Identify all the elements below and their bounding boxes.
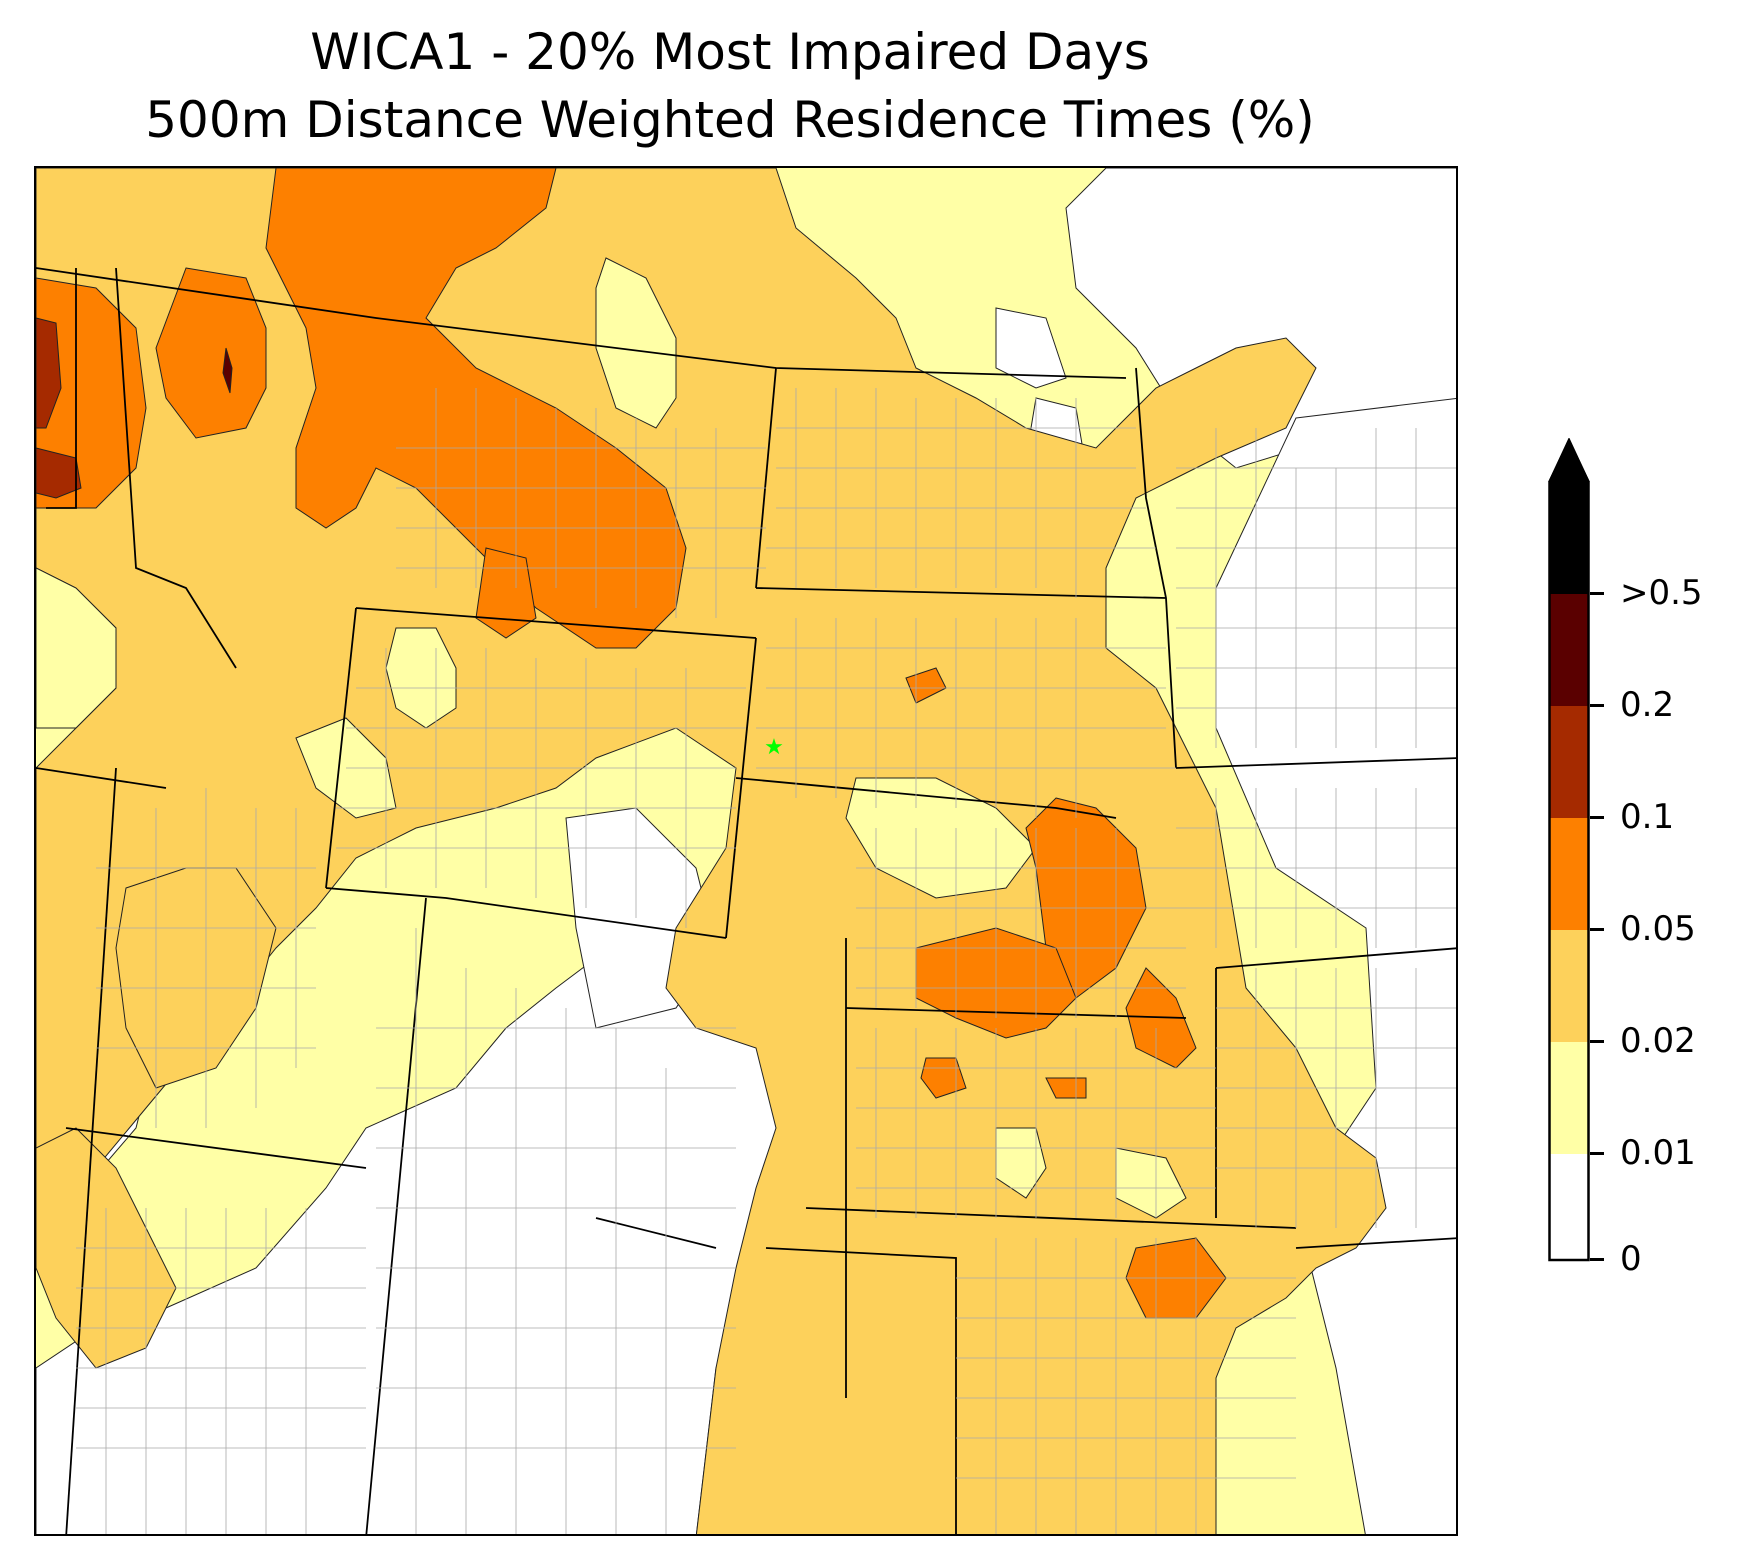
colorbar-label-02: 0.2 — [1620, 685, 1675, 725]
county-grid-lines — [76, 388, 1456, 1534]
border-id-mt — [115, 267, 237, 669]
colorbar-bin-black — [1549, 482, 1589, 594]
colorbar-bin-white — [1549, 1154, 1589, 1260]
border-wy-west — [325, 607, 357, 889]
border-wy-east — [725, 637, 757, 939]
colorbar-tick-001 — [1590, 1152, 1604, 1155]
colorbar-label-gt05: >0.5 — [1620, 573, 1703, 613]
border-ok-panhandle — [765, 1247, 957, 1534]
orange-region-alberta — [155, 267, 267, 439]
colorbar-label-01: 0.1 — [1620, 797, 1675, 837]
map-canvas: ★ — [36, 168, 1456, 1534]
border-ne-ks — [845, 1007, 1187, 1019]
colorbar-bin-darkred — [1549, 706, 1589, 818]
border-nd-sd — [755, 587, 1167, 599]
colorbar-extend-arrow — [1548, 438, 1590, 482]
map-title-line-1: WICA1 - 20% Most Impaired Days — [310, 23, 1150, 81]
colorbar-label-001: 0.01 — [1620, 1133, 1696, 1173]
colorbar-outline — [1548, 438, 1590, 1262]
border-ia-mo — [1215, 947, 1456, 969]
border-ks-ok — [805, 1207, 1297, 1229]
colorbar — [1548, 438, 1590, 1262]
site-star-icon: ★ — [764, 735, 784, 760]
darkred-region-bc-1 — [36, 317, 62, 429]
colorbar-tick-002 — [1590, 1040, 1604, 1043]
border-mo-ar — [1295, 1237, 1456, 1249]
colorbar-label-002: 0.02 — [1620, 1021, 1696, 1061]
border-ut-west — [65, 767, 117, 1534]
light-hole-montana — [595, 257, 677, 429]
county-borders — [76, 388, 1456, 1534]
border-az-ut — [65, 1127, 367, 1169]
colorbar-tick-005 — [1590, 928, 1604, 931]
colorbar-tick-gt05 — [1590, 592, 1604, 595]
light-hole-southwest — [36, 567, 117, 729]
contour-layer-top-001 — [36, 317, 233, 499]
border-bc-ab — [46, 268, 77, 509]
border-mt-nd — [755, 367, 777, 589]
darkred-region-alberta — [222, 347, 233, 394]
colorbar-bin-lightyellow — [1549, 1042, 1589, 1154]
contour-layer-light-001 — [36, 257, 1187, 1219]
border-mn-ia — [1175, 757, 1456, 769]
border-wy-south — [325, 887, 727, 939]
colorbar-bin-gold — [1549, 930, 1589, 1042]
colorbar-bin-maroon — [1549, 594, 1589, 706]
light-hole-wyoming — [385, 627, 457, 729]
darkred-region-bc-2 — [36, 447, 82, 499]
border-mt-wy-id — [355, 607, 757, 639]
orange-region-wyoming-lobe — [475, 547, 537, 639]
border-sd-ne — [735, 777, 1117, 819]
colorbar-tick-01 — [1590, 816, 1604, 819]
border-canada-us-west — [36, 267, 1127, 379]
colorbar-tick-0 — [1590, 1258, 1604, 1261]
state-borders — [36, 267, 1456, 1534]
colorbar-label-005: 0.05 — [1620, 909, 1696, 949]
border-id-or — [36, 767, 167, 789]
colorbar-tick-02 — [1590, 704, 1604, 707]
colorbar-bin-orange — [1549, 818, 1589, 930]
residence-time-map: ★ — [34, 166, 1458, 1536]
white-region-sask — [995, 307, 1067, 389]
colorbar-label-0: 0 — [1620, 1239, 1642, 1279]
map-title-line-2: 500m Distance Weighted Residence Times (… — [145, 91, 1315, 149]
